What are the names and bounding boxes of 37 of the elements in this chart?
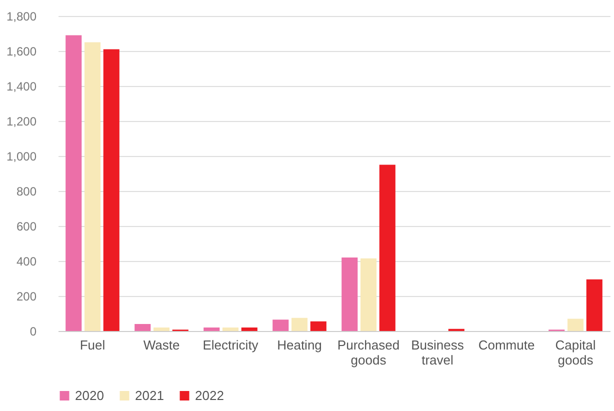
y-tick-label: 1,200 <box>6 114 37 128</box>
x-tick-label: Capital goods <box>555 338 596 368</box>
bar <box>103 49 120 331</box>
x-tick-label: Fuel <box>80 338 106 352</box>
bar <box>291 318 308 331</box>
y-tick-label: 1,400 <box>6 80 37 94</box>
bar <box>241 328 258 331</box>
x-tick-label: Waste <box>143 338 180 352</box>
bar <box>84 42 101 331</box>
y-tick-label: 1,600 <box>6 44 37 58</box>
legend-label: 2022 <box>195 388 224 403</box>
bar <box>310 321 326 331</box>
bar <box>222 328 239 331</box>
y-tick-label: 1,000 <box>6 150 37 164</box>
legend-label: 2021 <box>135 388 164 403</box>
y-tick-label: 800 <box>16 184 37 198</box>
bar <box>586 279 602 331</box>
x-tick-label: Purchased goods <box>337 338 400 368</box>
bar <box>342 258 358 331</box>
bar <box>134 324 151 331</box>
bar <box>567 318 584 331</box>
y-tick-label: 600 <box>16 220 37 234</box>
bar <box>66 35 82 331</box>
y-tick-label: 0 <box>30 324 37 338</box>
bar <box>379 164 396 331</box>
legend-label: 2020 <box>75 388 104 403</box>
x-tick-label: Business travel <box>411 338 464 368</box>
bar <box>153 328 170 331</box>
x-tick-label: Commute <box>478 338 535 352</box>
y-tick-label: 200 <box>16 290 37 304</box>
y-tick-label: 1,800 <box>6 10 37 24</box>
bar <box>360 258 377 331</box>
y-tick-label: 400 <box>16 254 37 268</box>
x-tick-label: Heating <box>277 338 322 352</box>
bar <box>272 320 289 331</box>
bar <box>204 328 220 331</box>
x-tick-label: Electricity <box>202 338 259 352</box>
